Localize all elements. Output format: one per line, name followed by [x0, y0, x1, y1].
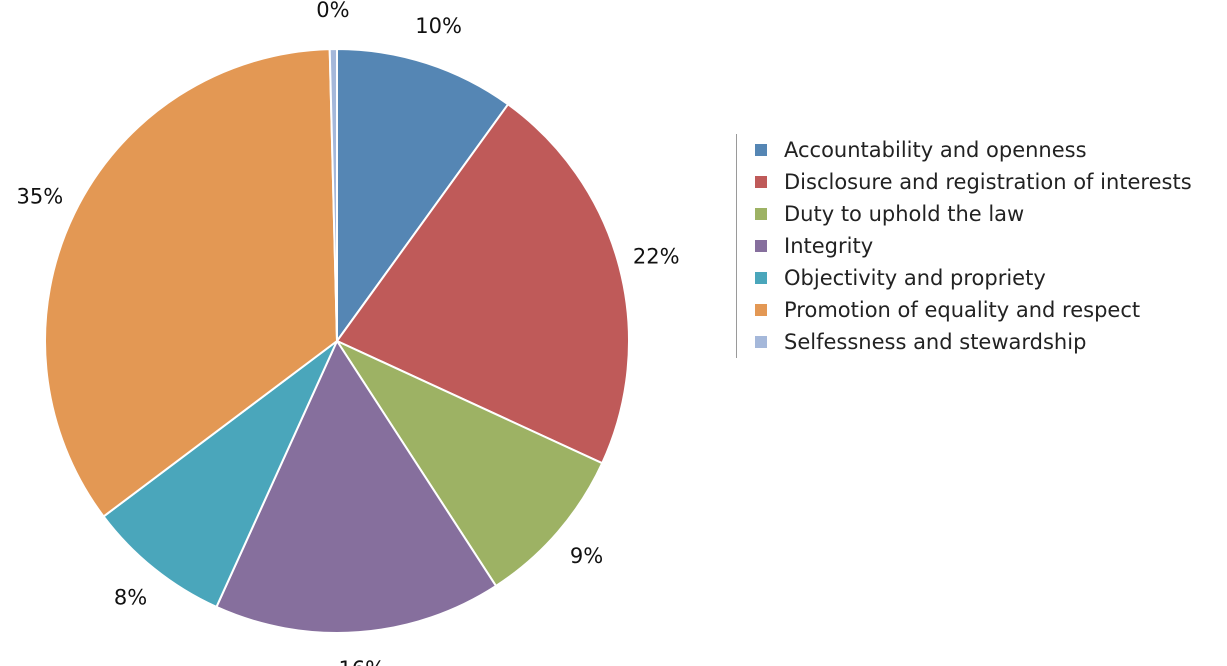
legend-label: Accountability and openness — [784, 138, 1087, 162]
pie-slice-1 — [335, 102, 630, 465]
slice-percent-label: 35% — [17, 184, 64, 208]
slice-percent-label: 16% — [338, 657, 385, 666]
pie-slice-4 — [102, 340, 338, 609]
legend-item: Selfessness and stewardship — [755, 326, 1192, 358]
chart-legend: Accountability and openness Disclosure an… — [736, 134, 1192, 358]
legend-label: Objectivity and propriety — [784, 266, 1046, 290]
pie-slices — [44, 47, 630, 634]
legend-swatch — [755, 208, 767, 220]
legend-swatch — [755, 144, 767, 156]
legend-item: Integrity — [755, 230, 1192, 262]
legend-item: Promotion of equality and respect — [755, 294, 1192, 326]
legend-label: Integrity — [784, 234, 874, 258]
legend-swatch — [755, 336, 767, 348]
legend-label: Duty to uphold the law — [784, 202, 1025, 226]
legend-item: Duty to uphold the law — [755, 198, 1192, 230]
pie-slice-6 — [328, 47, 338, 342]
legend-label: Selfessness and stewardship — [784, 330, 1087, 354]
slice-percent-label: 22% — [633, 244, 680, 268]
legend-item: Accountability and openness — [755, 134, 1192, 166]
pie-chart: 10% 22% 9% 16% 8% 35% 0% — [17, 0, 680, 666]
legend-swatch — [755, 176, 767, 188]
legend-item: Disclosure and registration of interests — [755, 166, 1192, 198]
slice-percent-label: 10% — [415, 14, 462, 38]
legend-label: Disclosure and registration of interests — [784, 170, 1192, 194]
pie-slice-3 — [215, 338, 498, 634]
legend-label: Promotion of equality and respect — [784, 298, 1141, 322]
legend-swatch — [755, 240, 767, 252]
legend-item: Objectivity and propriety — [755, 262, 1192, 294]
slice-percent-label: 9% — [570, 544, 603, 568]
legend-swatch — [755, 304, 767, 316]
slice-percent-label: 8% — [114, 586, 147, 610]
pie-slice-2 — [334, 338, 604, 588]
legend-swatch — [755, 272, 767, 284]
pie-slice-0 — [336, 47, 510, 345]
pie-percentage-labels: 10% 22% 9% 16% 8% 35% 0% — [17, 0, 680, 666]
slice-percent-label: 0% — [316, 0, 349, 22]
pie-slice-5 — [44, 48, 339, 518]
